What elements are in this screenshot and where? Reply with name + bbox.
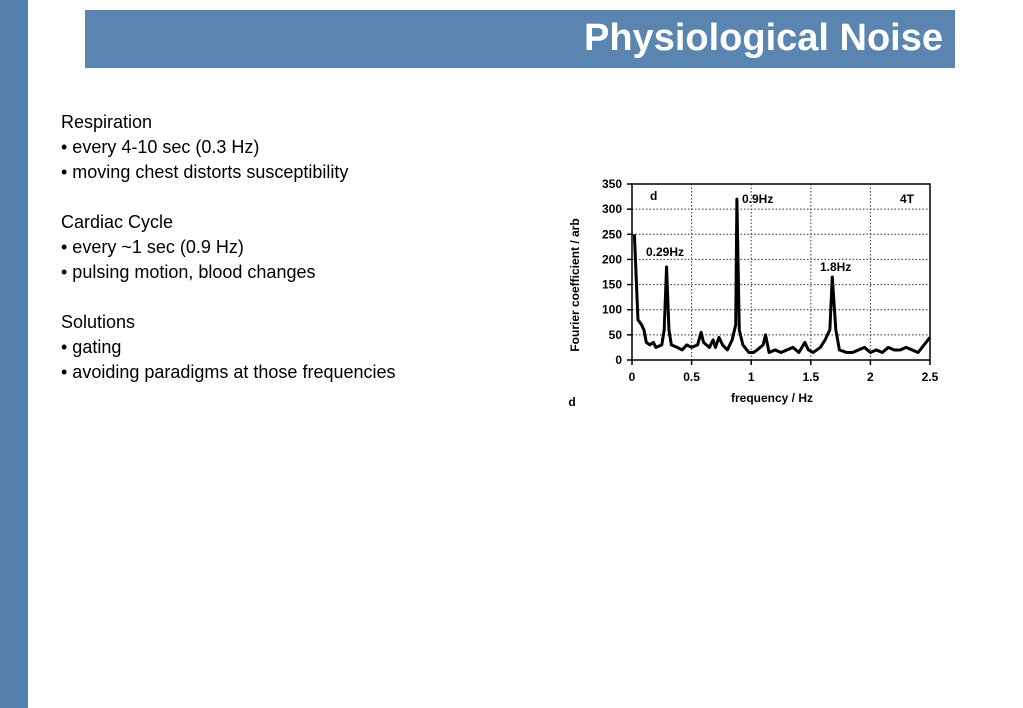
panel-label: d <box>568 395 575 409</box>
spectrum-line <box>632 197 932 354</box>
x-tick-label: 0 <box>629 370 636 384</box>
bullet: • avoiding paradigms at those frequencie… <box>61 362 396 382</box>
bullet: • every ~1 sec (0.9 Hz) <box>61 237 244 257</box>
x-tick-label: 2.5 <box>922 370 939 384</box>
x-axis-label: frequency / Hz <box>731 391 813 405</box>
bullet: • every 4-10 sec (0.3 Hz) <box>61 137 260 157</box>
annotation: 0.9Hz <box>742 192 773 206</box>
y-tick-label: 300 <box>602 202 622 216</box>
y-tick-label: 350 <box>602 177 622 191</box>
section-heading: Respiration <box>61 112 153 132</box>
y-tick-label: 150 <box>602 278 622 292</box>
section-heading: Cardiac Cycle <box>61 212 174 232</box>
y-tick-label: 200 <box>602 252 622 266</box>
section: Cardiac Cycle • every ~1 sec (0.9 Hz) • pu… <box>61 210 396 285</box>
y-axis-label: Fourier coefficient / arb <box>568 218 582 351</box>
slide-title: Physiological Noise <box>584 17 943 59</box>
body-text: Respiration • every 4-10 sec (0.3 Hz) • mo… <box>61 110 396 410</box>
x-tick-label: 2 <box>867 370 874 384</box>
annotation: d <box>650 189 657 203</box>
bullet: • pulsing motion, blood changes <box>61 262 316 282</box>
x-tick-label: 1 <box>748 370 755 384</box>
y-tick-label: 100 <box>602 303 622 317</box>
x-tick-label: 0.5 <box>683 370 700 384</box>
annotation: 4T <box>900 192 915 206</box>
side-strip <box>0 0 28 708</box>
bullet: • gating <box>61 337 122 357</box>
section: Solutions • gating • avoiding paradigms at… <box>61 310 396 385</box>
y-tick-label: 0 <box>615 353 622 367</box>
bullet: • moving chest distorts susceptibility <box>61 162 349 182</box>
plot-frame <box>631 183 931 361</box>
annotation: 0.29Hz <box>646 245 684 259</box>
x-tick-label: 1.5 <box>802 370 819 384</box>
section-heading: Solutions <box>61 312 136 332</box>
y-tick-label: 250 <box>602 227 622 241</box>
title-bar: Physiological Noise <box>85 10 955 68</box>
section: Respiration • every 4-10 sec (0.3 Hz) • mo… <box>61 110 396 185</box>
annotation: 1.8Hz <box>820 260 851 274</box>
y-tick-label: 50 <box>609 328 623 342</box>
